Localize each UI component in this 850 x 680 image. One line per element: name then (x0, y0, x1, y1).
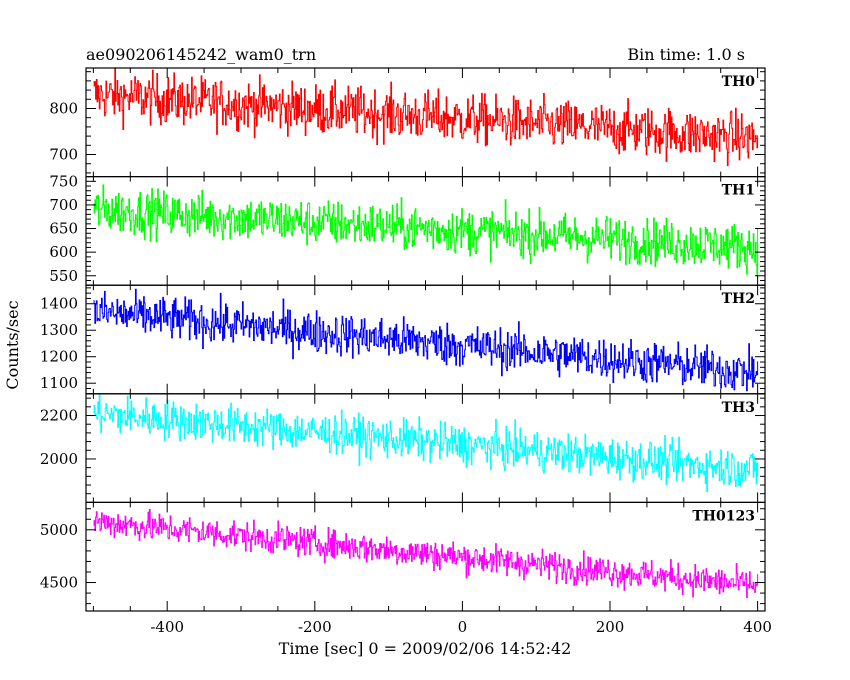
y-tick-label-th1: 750 (49, 172, 78, 190)
y-tick-label-th1: 700 (49, 196, 78, 214)
y-tick-label-th2: 1200 (40, 348, 78, 366)
panels: 700 800 TH0 550 600 650 700 750 TH1 1100 1200 1300 1… (40, 67, 772, 636)
y-tick-label-th2: 1300 (40, 321, 78, 339)
panel-label-th2: TH2 (722, 291, 755, 307)
series-th3-line (93, 393, 759, 493)
x-tick-label: -400 (150, 618, 184, 636)
x-tick-label: -200 (298, 618, 332, 636)
y-tick-label-th1: 600 (49, 243, 78, 261)
bin-time-label: Bin time: 1.0 s (627, 45, 745, 64)
y-tick-label-th1: 550 (49, 267, 78, 285)
x-tick-label: 400 (743, 618, 772, 636)
series-th2-line (93, 288, 759, 392)
x-tick-label: 0 (458, 618, 468, 636)
series-th0-line (93, 68, 759, 167)
y-tick-label-th0123: 5000 (40, 521, 78, 539)
y-tick-label-th2: 1400 (40, 295, 78, 313)
x-tick-label: 200 (596, 618, 625, 636)
chart-title: ae090206145242_wam0_trn (86, 45, 316, 64)
series-th0123-line (93, 509, 759, 598)
panel-label-th0123: TH0123 (692, 508, 755, 524)
y-tick-label-th0123: 4500 (40, 574, 78, 592)
panel-frame-th3 (85, 393, 766, 503)
x-axis-label: Time [sec] 0 = 2009/02/06 14:52:42 (279, 639, 572, 658)
panel-label-th1: TH1 (722, 183, 755, 199)
series-th1-line (93, 184, 759, 276)
y-tick-label-th2: 1100 (40, 374, 78, 392)
panel-label-th0: TH0 (722, 74, 756, 90)
panel-label-th3: TH3 (722, 400, 755, 416)
y-tick-label-th3: 2000 (40, 450, 78, 468)
y-tick-label-th3: 2200 (40, 407, 78, 425)
y-tick-label-th0: 700 (49, 146, 78, 164)
y-tick-label-th1: 650 (49, 220, 78, 238)
y-axis-label: Counts/sec (3, 300, 22, 389)
y-tick-label-th0: 800 (49, 99, 78, 117)
